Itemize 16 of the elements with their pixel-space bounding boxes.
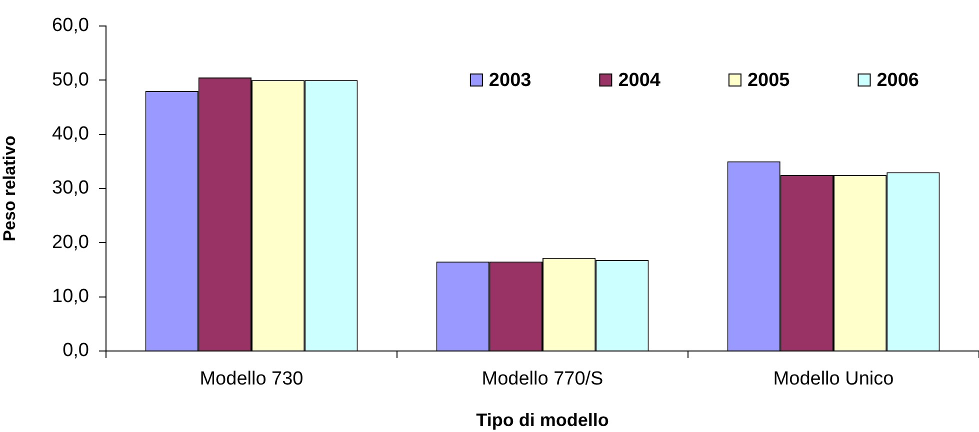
legend-label: 2005 xyxy=(747,70,790,92)
y-tick-label: 30,0 xyxy=(52,178,89,199)
y-tick-label: 60,0 xyxy=(52,15,89,36)
y-tick-label: 40,0 xyxy=(52,124,89,145)
x-axis-title: Tipo di modello xyxy=(476,410,609,430)
y-tick-label: 10,0 xyxy=(52,286,89,308)
legend-label: 2003 xyxy=(488,70,532,92)
y-tick-label: 50,0 xyxy=(52,69,89,90)
x-tick-label: Modello 730 xyxy=(200,368,304,390)
y-tick-label: 0,0 xyxy=(62,340,89,362)
y-axis-title: Peso relativo xyxy=(0,136,19,242)
y-tick-label: 20,0 xyxy=(52,232,89,253)
x-tick-label: Modello Unico xyxy=(773,368,894,390)
legend-label: 2004 xyxy=(618,70,661,92)
legend-label: 2006 xyxy=(876,70,920,92)
x-tick-label: Modello 770/S xyxy=(482,368,604,390)
